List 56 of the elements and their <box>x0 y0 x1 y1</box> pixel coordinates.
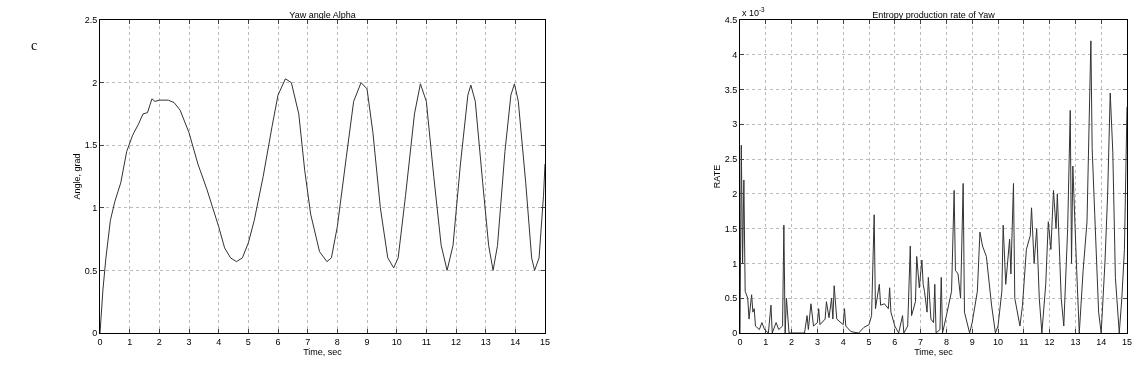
x-tick-label: 7 <box>918 336 924 347</box>
x-axis-title: Time, sec <box>914 346 954 357</box>
x-tick-label: 9 <box>364 336 370 347</box>
y-tick-label: 0 <box>732 328 738 339</box>
x-tick-label: 11 <box>421 336 431 347</box>
line-series <box>740 40 1127 333</box>
x-tick-label: 9 <box>969 336 975 347</box>
x-tick-label: 14 <box>1096 336 1107 347</box>
y-tick-label: 3.5 <box>724 84 738 95</box>
y-tick-label: 1 <box>732 258 738 269</box>
x-tick-label: 4 <box>216 336 222 347</box>
y-tick-label: 1 <box>92 202 98 213</box>
x-tick-label: 1 <box>763 336 769 347</box>
y-tick-label: 2 <box>732 189 738 200</box>
x-tick-label: 14 <box>510 336 521 347</box>
x-axis-title: Time, sec <box>303 346 343 357</box>
x-tick-label: 5 <box>866 336 872 347</box>
y-tick-label: 1.5 <box>724 223 738 234</box>
x-tick-label: 7 <box>305 336 311 347</box>
y-tick-label: 0 <box>92 328 98 339</box>
x-tick-label: 8 <box>943 336 949 347</box>
y-tick-label: 2.5 <box>724 154 738 165</box>
x-tick-label: 10 <box>391 336 402 347</box>
x-tick-label: 10 <box>992 336 1004 347</box>
y-tick-label: 0.5 <box>724 293 738 304</box>
y-tick-label: 1.5 <box>84 140 98 151</box>
y-axis-title: Angle, grad <box>72 153 83 200</box>
y-tick-label: 4 <box>732 49 738 60</box>
x-tick-label: 12 <box>450 336 462 347</box>
text: c <box>31 38 38 53</box>
x-tick-label: 8 <box>334 336 340 347</box>
x-tick-label: 12 <box>1044 336 1055 347</box>
x-tick-label: 3 <box>814 336 820 347</box>
y-tick-label: 3 <box>732 119 738 130</box>
x-tick-label: 15 <box>539 336 551 347</box>
x-tick-label: 1 <box>127 336 133 347</box>
chart-title: Yaw angle Alpha <box>289 10 356 20</box>
x-tick-label: 13 <box>480 336 491 347</box>
y-tick-label: 4.5 <box>724 15 738 26</box>
y-axis-title: RATE <box>712 164 723 189</box>
x-tick-label: 11 <box>1019 336 1029 347</box>
line-series <box>100 78 545 333</box>
x-tick-label: 15 <box>1121 336 1133 347</box>
x-tick-label: 2 <box>789 336 795 347</box>
x-tick-label: 6 <box>275 336 281 347</box>
x-tick-label: 3 <box>186 336 192 347</box>
chart-title: Entropy production rate of Yaw <box>872 10 996 20</box>
y-tick-label: 2 <box>92 77 98 88</box>
x-tick-label: 4 <box>840 336 846 347</box>
y-tick-label: 0.5 <box>84 265 98 276</box>
y-tick-label: 2.5 <box>84 15 98 26</box>
text: x 10$^{-3}$ <box>742 6 766 18</box>
x-tick-label: 6 <box>892 336 898 347</box>
x-tick-label: 2 <box>156 336 162 347</box>
x-tick-label: 13 <box>1070 336 1081 347</box>
x-tick-label: 5 <box>245 336 251 347</box>
